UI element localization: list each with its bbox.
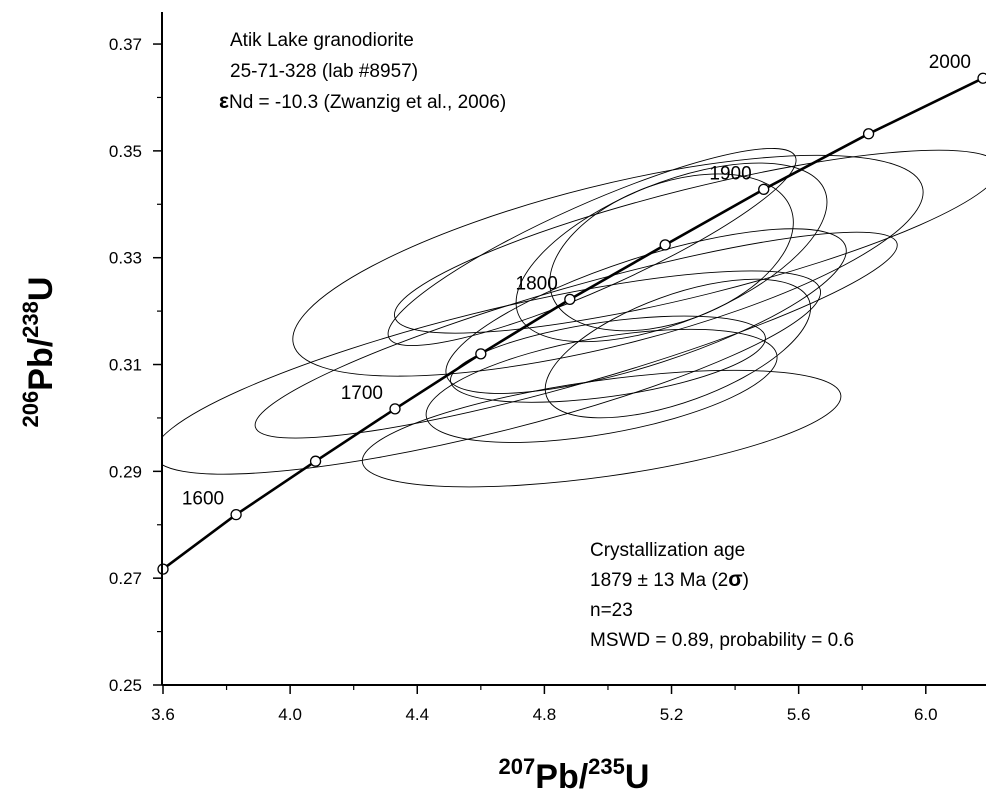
concordia-age-marker bbox=[659, 239, 671, 251]
error-ellipse bbox=[544, 278, 812, 419]
epsilon-value: Nd = -10.3 (Zwanzig et al., 2006) bbox=[229, 92, 506, 113]
x-axis-title-sup2: 235 bbox=[588, 754, 625, 779]
y-tick-label: 0.35 bbox=[109, 142, 142, 161]
x-tick-label: 4.0 bbox=[278, 705, 302, 724]
x-axis-title-base1: Pb/ bbox=[535, 758, 588, 796]
error-ellipse bbox=[450, 315, 766, 403]
concordia-age-marker bbox=[230, 508, 242, 521]
y-tick-label: 0.25 bbox=[109, 676, 142, 695]
concordia-age-marker bbox=[977, 72, 986, 84]
age-labels: 1600 1700 1800 1900 2000 bbox=[182, 52, 971, 509]
y-tick-label: 0.37 bbox=[109, 35, 142, 54]
concordia-age-marker bbox=[758, 183, 770, 195]
age-label-1800: 1800 bbox=[516, 273, 558, 294]
concordia-age-marker bbox=[389, 403, 401, 415]
error-ellipses bbox=[162, 148, 986, 488]
error-ellipse bbox=[549, 173, 794, 332]
concordia-markers bbox=[157, 72, 986, 575]
result-age: 1879 ± 13 Ma (2σ) bbox=[590, 568, 749, 591]
y-tick-label: 0.27 bbox=[109, 569, 142, 588]
concordia-age-marker bbox=[564, 293, 576, 306]
result-n: n=23 bbox=[590, 600, 633, 621]
error-ellipse bbox=[425, 328, 778, 443]
y-axis-title: 206Pb/238U bbox=[18, 277, 60, 428]
error-ellipse bbox=[445, 228, 847, 394]
epsilon-nd: εNd = -10.3 (Zwanzig et al., 2006) bbox=[219, 90, 506, 113]
error-ellipse bbox=[254, 231, 898, 439]
x-tick-label: 5.2 bbox=[660, 705, 684, 724]
y-axis-title-base2: U bbox=[22, 277, 60, 302]
x-axis-ticks: 3.6 4.0 4.4 4.8 5.2 5.6 6.0 bbox=[151, 685, 938, 724]
error-ellipse bbox=[515, 162, 828, 343]
result-age-close: ) bbox=[743, 570, 749, 591]
x-axis-title-sup1: 207 bbox=[499, 754, 536, 779]
concordia-age-marker bbox=[309, 455, 322, 467]
y-axis-title-base1: Pb/ bbox=[22, 337, 60, 390]
sample-id: 25-71-328 (lab #8957) bbox=[230, 61, 418, 82]
y-axis-title-sup1: 206 bbox=[18, 391, 43, 428]
x-tick-label: 4.4 bbox=[405, 705, 429, 724]
result-title: Crystallization age bbox=[590, 540, 745, 561]
sample-name: Atik Lake granodiorite bbox=[230, 30, 414, 51]
sigma-symbol: σ bbox=[728, 568, 742, 591]
y-axis-ticks: 0.25 0.27 0.29 0.31 0.33 0.35 0.37 bbox=[109, 35, 162, 695]
result-age-value: 1879 ± 13 Ma (2 bbox=[590, 570, 728, 591]
y-tick-label: 0.31 bbox=[109, 356, 142, 375]
error-ellipse bbox=[387, 148, 797, 347]
x-axis-title: 207Pb/235U bbox=[499, 754, 650, 796]
epsilon-symbol: ε bbox=[219, 90, 229, 113]
error-ellipse bbox=[394, 149, 986, 334]
y-tick-label: 0.33 bbox=[109, 249, 142, 268]
error-ellipse bbox=[292, 154, 924, 377]
x-axis-title-base2: U bbox=[625, 758, 650, 796]
x-tick-label: 5.6 bbox=[787, 705, 811, 724]
error-ellipse bbox=[361, 369, 842, 488]
result-mswd: MSWD = 0.89, probability = 0.6 bbox=[590, 630, 854, 651]
concordia-age-marker bbox=[862, 128, 875, 140]
concordia-age-marker bbox=[475, 348, 487, 360]
age-label-1900: 1900 bbox=[709, 163, 751, 184]
age-label-1600: 1600 bbox=[182, 489, 224, 510]
x-tick-label: 4.8 bbox=[533, 705, 557, 724]
concordia-curve-group bbox=[162, 77, 984, 571]
concordia-curve bbox=[162, 77, 984, 571]
y-axis-title-sup2: 238 bbox=[18, 301, 43, 338]
y-tick-label: 0.29 bbox=[109, 462, 142, 481]
x-tick-label: 6.0 bbox=[914, 705, 938, 724]
age-label-1700: 1700 bbox=[341, 383, 383, 404]
age-label-2000: 2000 bbox=[929, 52, 971, 73]
error-ellipse bbox=[162, 270, 822, 475]
x-tick-label: 3.6 bbox=[151, 705, 175, 724]
